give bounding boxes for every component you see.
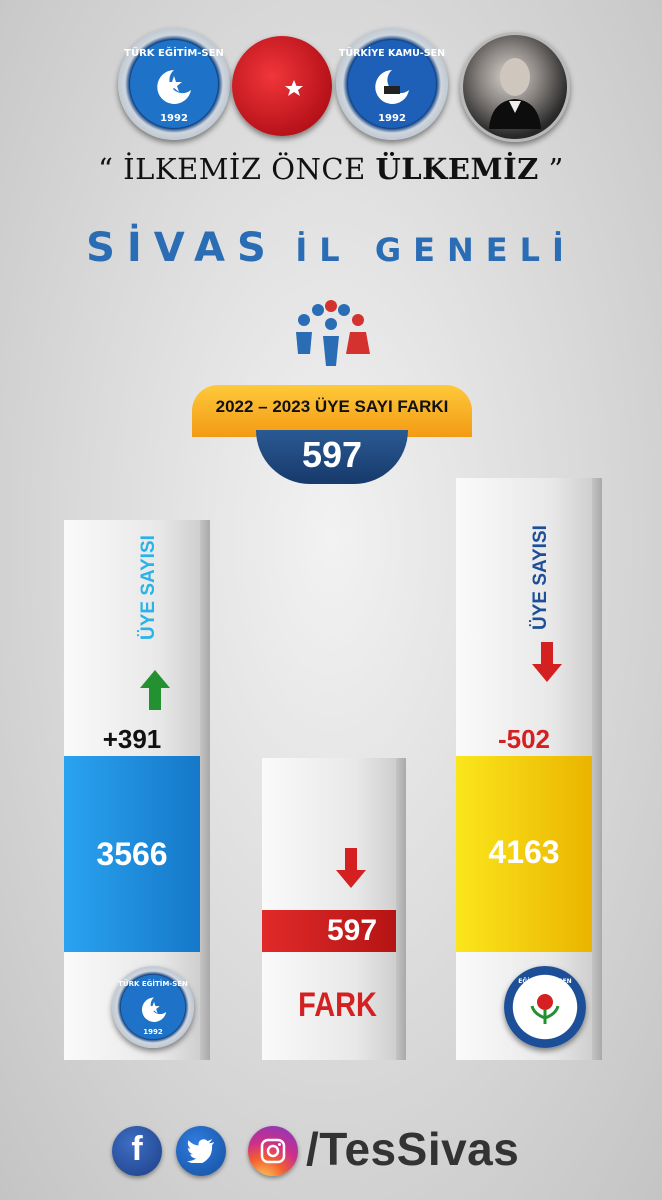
- logo-year: 1992: [143, 1028, 163, 1036]
- people-icon: [296, 300, 370, 366]
- crescent-star-icon: [157, 70, 191, 104]
- column-middle-value: 597: [326, 914, 378, 947]
- twitter-icon[interactable]: [176, 1126, 226, 1176]
- title-city: SİVAS: [86, 225, 278, 271]
- turk-egitim-sen-logo: TÜRK EĞİTİM-SEN 1992: [112, 966, 194, 1048]
- logo-name: TÜRKİYE KAMU-SEN: [338, 48, 446, 59]
- logo-year: 1992: [378, 113, 406, 124]
- column-right-top-box: [456, 478, 592, 756]
- column-left-side-label: ÜYE SAYISI: [138, 535, 159, 640]
- column-middle-label: FARK: [298, 986, 377, 1024]
- egitim-bir-sen-logo: EĞİTİM-BİR-SEN: [504, 966, 586, 1048]
- crescent-star-icon: [141, 997, 167, 1022]
- column-left-total: 3566: [96, 836, 168, 872]
- portrait-photo: [460, 32, 570, 142]
- slogan-close: ”: [538, 152, 564, 186]
- slogan: “ İLKEMİZ ÖNCE ÜLKEMİZ ”: [0, 152, 662, 186]
- column-middle-top-box: [262, 758, 396, 910]
- logo-name: TÜRK EĞİTİM-SEN: [118, 980, 188, 988]
- instagram-icon[interactable]: [248, 1126, 298, 1176]
- arrow-up-icon: [140, 670, 170, 710]
- turkiye-kamu-sen-logo: TÜRKİYE KAMU-SEN 1992: [336, 28, 448, 140]
- column-right-total: 4163: [488, 834, 560, 870]
- flower-icon: [530, 994, 560, 1024]
- turk-egitim-sen-logo: TÜRK EĞİTİM-SEN 1992: [118, 28, 230, 140]
- title-region: İL GENELİ: [295, 231, 576, 269]
- column-middle-value-box: [262, 910, 396, 952]
- crescent-star-icon: [375, 70, 409, 104]
- column-left-change: +391: [102, 724, 162, 754]
- logo-year: 1992: [160, 113, 188, 124]
- column-middle-label-box: [262, 952, 396, 1060]
- column-right-side-label: ÜYE SAYISI: [530, 525, 551, 630]
- arrow-down-icon: [336, 848, 366, 888]
- slogan-open: “ İLKEMİZ ÖNCE: [98, 152, 376, 186]
- logo-name: TÜRK EĞİTİM-SEN: [124, 48, 224, 59]
- summary-value-box: [256, 430, 408, 484]
- turkish-flag-icon: [232, 36, 332, 136]
- column-left-top-box: [64, 520, 200, 756]
- summary-value: 597: [301, 434, 363, 475]
- column-left-total-box: [64, 756, 200, 952]
- facebook-icon[interactable]: f: [112, 1126, 162, 1176]
- column-right-change: -502: [497, 724, 551, 754]
- summary-banner: [192, 385, 472, 437]
- slogan-bold: ÜLKEMİZ: [375, 152, 539, 186]
- logo-name: EĞİTİM-BİR-SEN: [518, 978, 572, 985]
- summary-label: 2022 – 2023 ÜYE SAYI FARKI: [215, 397, 449, 416]
- column-right-total-box: [456, 756, 592, 952]
- arrow-down-icon: [532, 642, 562, 682]
- social-handle[interactable]: /TesSivas: [306, 1123, 520, 1175]
- page-title: SİVAS İL GENELİ: [0, 225, 662, 271]
